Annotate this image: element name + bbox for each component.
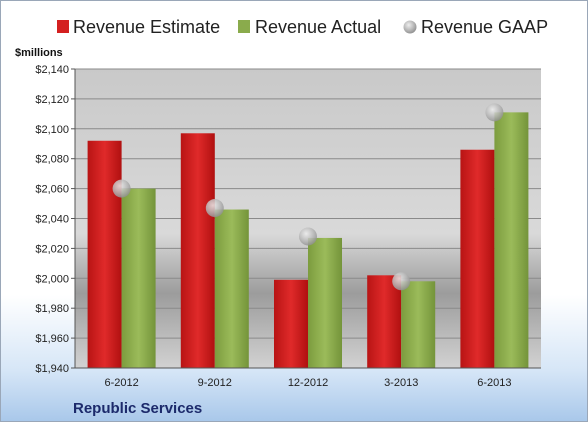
y-tick-label: $2,100 [35, 124, 69, 136]
legend: Revenue Estimate Revenue Actual Revenue … [57, 17, 548, 37]
bar-revenue-estimate [180, 133, 215, 368]
point-revenue-gaap [392, 272, 411, 291]
point-revenue-gaap [485, 103, 504, 122]
x-category-label: 6-2012 [104, 377, 138, 389]
y-tick-label: $2,120 [35, 94, 69, 106]
y-tick-label: $2,080 [35, 154, 69, 166]
bar-revenue-actual [308, 237, 342, 368]
x-category-label: 9-2012 [198, 377, 232, 389]
y-axis-ticks: $1,940 $1,960 $1,980 $2,000 $2,020 $2,040 $2,0… [35, 64, 75, 375]
point-revenue-gaap [299, 227, 317, 246]
legend-swatch-estimate [57, 20, 69, 33]
x-category-label: 6-2013 [477, 377, 511, 389]
bar-revenue-estimate [367, 275, 402, 368]
bar-revenue-estimate [87, 140, 122, 368]
y-tick-label: $1,960 [35, 333, 69, 345]
y-tick-label: $2,020 [35, 243, 69, 255]
y-tick-label: $2,000 [35, 273, 69, 285]
y-tick-label: $1,940 [35, 363, 69, 375]
legend-swatch-actual [238, 20, 250, 33]
gaap-points [112, 103, 504, 291]
bar-revenue-actual [214, 209, 249, 368]
legend-label-gaap: Revenue GAAP [421, 17, 548, 37]
x-axis-labels: 6-2012 9-2012 12-2012 3-2013 6-2013 [104, 377, 511, 389]
y-axis-unit-label: $millions [15, 47, 63, 59]
bar-revenue-actual [401, 281, 436, 368]
bars [87, 112, 529, 368]
point-revenue-gaap [205, 199, 224, 218]
legend-swatch-gaap [403, 20, 417, 34]
y-tick-label: $2,140 [35, 64, 69, 76]
bar-revenue-estimate [274, 279, 308, 368]
company-name: Republic Services [73, 400, 202, 417]
bar-revenue-actual [121, 188, 156, 368]
y-tick-label: $2,040 [35, 214, 69, 226]
legend-label-estimate: Revenue Estimate [73, 17, 220, 37]
bar-revenue-estimate [460, 149, 495, 368]
y-tick-label: $2,060 [35, 184, 69, 196]
x-category-label: 12-2012 [288, 377, 328, 389]
point-revenue-gaap [112, 179, 131, 198]
bar-revenue-actual [494, 112, 529, 368]
y-tick-label: $1,980 [35, 303, 69, 315]
legend-label-actual: Revenue Actual [255, 17, 381, 37]
x-category-label: 3-2013 [384, 377, 418, 389]
